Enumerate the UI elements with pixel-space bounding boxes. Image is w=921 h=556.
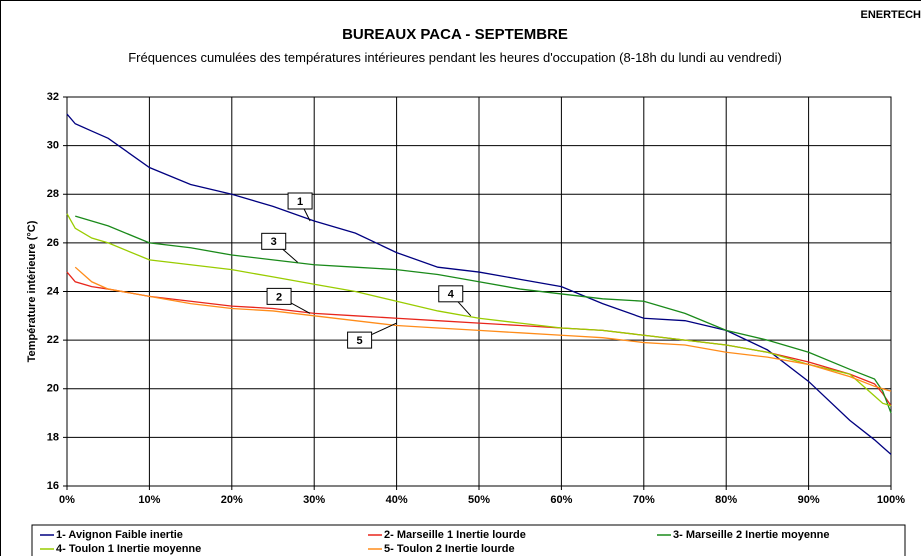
y-axis-label: Température intérieure (°C) — [26, 220, 38, 362]
x-tick-label: 30% — [303, 494, 325, 506]
annotation-box — [266, 287, 292, 305]
chart-subtitle: Fréquences cumulées des températures int… — [128, 50, 782, 65]
y-tick-label: 24 — [47, 285, 60, 297]
corner-text: ENERTECH — [860, 9, 921, 21]
legend-label: 5- Toulon 2 Inertie lourde — [384, 543, 515, 555]
annotation-box — [261, 232, 287, 250]
x-tick-label: 100% — [877, 494, 905, 506]
y-tick-label: 20 — [47, 383, 59, 395]
annotation-box — [287, 192, 313, 210]
legend-label: 3- Marseille 2 Inertie moyenne — [673, 529, 830, 541]
series-line — [66, 113, 892, 455]
y-tick-label: 16 — [47, 480, 59, 492]
y-tick-label: 18 — [47, 431, 59, 443]
legend-label: 4- Toulon 1 Inertie moyenne — [56, 543, 201, 555]
legend-label: 1- Avignon Faible inertie — [56, 529, 183, 541]
x-tick-label: 10% — [138, 494, 160, 506]
x-tick-label: 40% — [386, 494, 408, 506]
y-tick-label: 28 — [47, 188, 59, 200]
y-tick-label: 26 — [47, 237, 59, 249]
series-line — [75, 215, 892, 414]
y-tick-label: 30 — [47, 140, 59, 152]
annotation-label: 2 — [276, 291, 282, 303]
x-tick-label: 20% — [221, 494, 243, 506]
x-tick-label: 0% — [59, 494, 75, 506]
annotation-label: 3 — [271, 236, 277, 248]
annotation-label: 1 — [297, 196, 303, 208]
y-tick-label: 22 — [47, 334, 59, 346]
legend-box — [31, 524, 906, 556]
series-line — [74, 266, 892, 392]
x-tick-label: 60% — [550, 494, 572, 506]
annotation-box — [347, 331, 373, 349]
x-tick-label: 50% — [468, 494, 490, 506]
x-tick-label: 70% — [633, 494, 655, 506]
legend-label: 2- Marseille 1 Inertie lourde — [384, 529, 526, 541]
annotation-box — [438, 285, 464, 303]
chart-title: BUREAUX PACA - SEPTEMBRE — [342, 26, 568, 43]
x-tick-label: 80% — [715, 494, 737, 506]
annotation-label: 4 — [448, 289, 455, 301]
annotation-label: 5 — [357, 335, 363, 347]
y-tick-label: 32 — [47, 91, 59, 103]
x-tick-label: 90% — [798, 494, 820, 506]
